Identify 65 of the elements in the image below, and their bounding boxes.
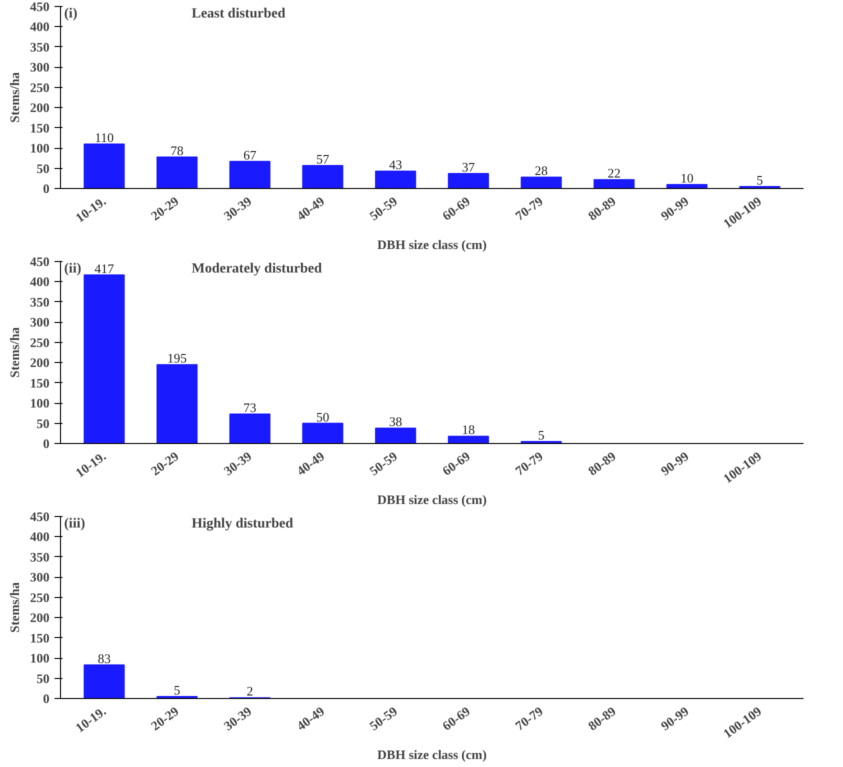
data-label: 28 (534, 163, 548, 178)
y-tick-label: 50 (36, 160, 50, 176)
data-label: 37 (462, 160, 476, 175)
x-axis-title: DBH size class (cm) (377, 747, 487, 762)
y-tick-label: 100 (30, 140, 50, 156)
x-tick-label: 40-49 (294, 193, 328, 224)
chart-title: Moderately disturbed (192, 262, 322, 276)
data-label: 18 (462, 422, 475, 438)
data-label: 417 (94, 260, 114, 276)
data-label: 195 (167, 350, 187, 366)
annotation: (i) (64, 6, 78, 22)
x-axis-title: DBH size class (cm) (377, 237, 487, 252)
y-tick-label: 400 (30, 529, 50, 544)
y-tick-label: 200 (30, 355, 50, 370)
y-tick-label: 400 (30, 274, 50, 290)
y-tick-label: 100 (30, 650, 50, 666)
y-axis-title: Stems/ha (7, 582, 22, 633)
y-tick-label: 350 (30, 549, 50, 564)
y-tick-label: 50 (36, 670, 50, 686)
y-tick-label: 450 (30, 509, 50, 524)
data-label: 57 (316, 151, 330, 166)
y-tick-label: 100 (30, 396, 50, 411)
data-label: 78 (170, 142, 184, 158)
data-label: 38 (389, 414, 402, 430)
chart-title: Least disturbed (192, 6, 286, 22)
data-label: 22 (608, 166, 621, 181)
data-label: 5 (756, 172, 764, 188)
y-axis-title: Stems/ha (7, 72, 22, 123)
y-tick-label: 150 (30, 375, 50, 390)
x-tick-label: 40-49 (294, 703, 328, 734)
y-tick-label: 300 (30, 570, 50, 585)
annotation: (ii) (64, 262, 82, 276)
y-axis-title: Stems/ha (7, 326, 22, 378)
y-tick-label: 350 (30, 294, 50, 310)
y-tick-label: 150 (30, 630, 50, 646)
y-tick-label: 450 (30, 0, 50, 14)
y-tick-label: 250 (30, 590, 50, 605)
x-axis-title: DBH size class (cm) (377, 492, 487, 508)
data-label: 83 (98, 650, 111, 666)
data-label: 50 (316, 409, 330, 424)
y-tick-label: 250 (30, 80, 50, 95)
data-label: 2 (246, 684, 254, 699)
y-tick-label: 300 (30, 314, 50, 330)
x-tick-label: 40-49 (294, 448, 328, 478)
y-tick-label: 400 (30, 19, 50, 34)
y-tick-label: 350 (30, 39, 50, 54)
data-label: 5 (174, 682, 180, 698)
y-tick-label: 0 (43, 691, 50, 706)
data-label: 73 (243, 400, 256, 415)
y-tick-label: 200 (30, 100, 50, 116)
y-tick-label: 450 (30, 254, 50, 269)
y-tick-label: 300 (30, 60, 50, 75)
annotation: (iii) (64, 516, 86, 532)
data-label: 110 (94, 130, 114, 146)
data-label: 10 (680, 170, 694, 186)
data-label: 67 (243, 147, 257, 162)
y-tick-label: 150 (30, 120, 50, 136)
y-tick-label: 200 (30, 610, 50, 626)
data-label: 5 (538, 427, 545, 442)
chart-title: Highly disturbed (192, 516, 294, 532)
y-tick-label: 50 (36, 416, 50, 431)
y-tick-label: 250 (30, 334, 50, 350)
y-tick-label: 0 (43, 436, 50, 451)
y-tick-label: 0 (43, 181, 50, 196)
data-label: 43 (389, 157, 402, 172)
